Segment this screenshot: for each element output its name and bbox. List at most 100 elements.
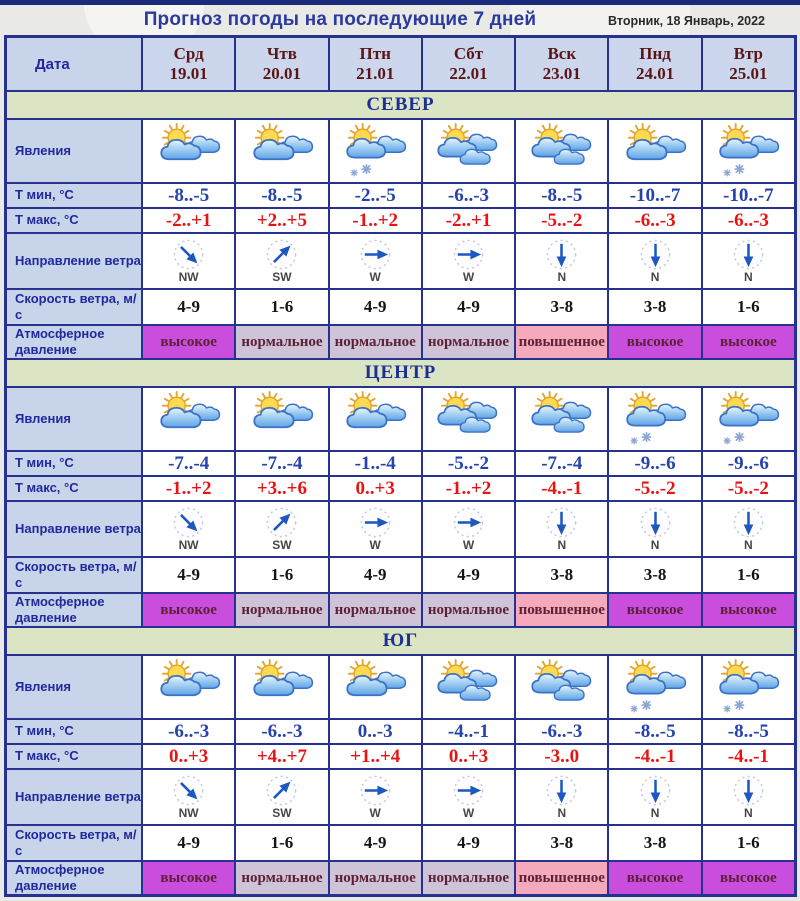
tmax-cell: 0..+3 xyxy=(143,745,235,768)
sun-clouds-icon xyxy=(253,391,314,429)
top-border-bar xyxy=(0,0,800,5)
wind-compass-icon xyxy=(267,239,297,270)
phenomena-cell xyxy=(236,656,328,718)
tmin-cell: -10..-7 xyxy=(609,184,701,207)
phenomena-cell xyxy=(516,120,608,182)
phenomena-cell xyxy=(516,656,608,718)
wind-direction-row-label: Направление ветра xyxy=(7,770,141,824)
tmax-cell: -4..-1 xyxy=(516,477,608,500)
tmin-cell: -6..-3 xyxy=(516,720,608,743)
phenomena-cell xyxy=(143,388,235,450)
sun-clouds-icon xyxy=(160,391,220,429)
wind-direction-cell: N xyxy=(702,502,794,556)
wind-speed-cell: 1-6 xyxy=(702,826,794,860)
sun-clouds-icon xyxy=(253,659,314,697)
wind-direction-cell: W xyxy=(329,234,421,288)
phenomena-row-label: Явления xyxy=(7,120,141,182)
current-date-label: Вторник, 18 Январь, 2022 xyxy=(608,14,765,28)
tmax-cell: -5..-2 xyxy=(516,209,608,232)
tmin-cell: -6..-3 xyxy=(236,720,328,743)
tmax-cell: -5..-2 xyxy=(702,477,794,500)
pressure-cell: высокое xyxy=(143,594,235,626)
sun-clouds-snow-icon xyxy=(719,391,780,445)
wind-compass-icon xyxy=(453,239,484,270)
wind-compass-icon xyxy=(360,775,391,806)
phenomena-cell xyxy=(422,388,515,450)
pressure-cell: нормальное xyxy=(236,594,328,626)
wind-compass-icon xyxy=(546,239,577,270)
sun-overcast-icon xyxy=(437,659,498,701)
wind-compass-icon xyxy=(173,239,204,270)
tmax-cell: -2..+1 xyxy=(143,209,235,232)
tmax-cell: -4..-1 xyxy=(609,745,701,768)
wind-direction-cell: W xyxy=(422,770,515,824)
phenomena-row-label: Явления xyxy=(7,388,141,450)
wind-direction-cell: NW xyxy=(143,234,235,288)
phenomena-cell xyxy=(702,388,794,450)
wind-speed-cell: 1-6 xyxy=(236,290,328,324)
wind-speed-cell: 4-9 xyxy=(422,290,515,324)
wind-speed-cell: 4-9 xyxy=(422,826,515,860)
tmin-cell: -9..-6 xyxy=(702,452,794,475)
wind-speed-cell: 4-9 xyxy=(329,826,421,860)
tmax-cell: -6..-3 xyxy=(609,209,701,232)
sun-clouds-icon xyxy=(346,391,407,429)
day-header: Срд 19.01 xyxy=(143,38,235,90)
pressure-cell: нормальное xyxy=(236,862,328,894)
wind-speed-cell: 1-6 xyxy=(702,558,794,592)
wind-direction-cell: NW xyxy=(143,502,235,556)
pressure-cell: высокое xyxy=(702,594,794,626)
section-header-south: ЮГ xyxy=(7,628,794,654)
wind-compass-icon xyxy=(640,775,670,806)
tmax-cell: -2..+1 xyxy=(422,209,515,232)
wind-speed-row-label: Скорость ветра, м/с xyxy=(7,558,141,592)
wind-speed-cell: 1-6 xyxy=(236,826,328,860)
phenomena-cell xyxy=(422,656,515,718)
wind-compass-icon xyxy=(267,507,297,538)
pressure-cell: высокое xyxy=(143,862,235,894)
sun-clouds-snow-icon xyxy=(346,123,407,177)
tmax-cell: +1..+4 xyxy=(329,745,421,768)
day-header: Сбт 22.01 xyxy=(422,38,515,90)
wind-speed-cell: 1-6 xyxy=(702,290,794,324)
tmin-row-label: Т мин, °С xyxy=(7,184,141,207)
section-header-center: ЦЕНТР xyxy=(7,360,794,386)
wind-compass-icon xyxy=(453,507,484,538)
wind-speed-cell: 4-9 xyxy=(143,290,235,324)
phenomena-cell xyxy=(609,120,701,182)
phenomena-cell xyxy=(609,656,701,718)
sun-overcast-icon xyxy=(531,123,592,165)
day-header: Птн 21.01 xyxy=(329,38,421,90)
tmax-cell: -6..-3 xyxy=(702,209,794,232)
wind-direction-cell: N xyxy=(702,234,794,288)
tmax-row-label: Т макс, °С xyxy=(7,477,141,500)
tmin-cell: -2..-5 xyxy=(329,184,421,207)
sun-clouds-snow-icon xyxy=(626,659,687,713)
pressure-cell: высокое xyxy=(609,862,701,894)
wind-direction-cell: N xyxy=(609,770,701,824)
phenomena-cell xyxy=(329,120,421,182)
phenomena-cell xyxy=(143,120,235,182)
sun-clouds-snow-icon xyxy=(626,391,687,445)
wind-compass-icon xyxy=(360,507,391,538)
tmin-row-label: Т мин, °С xyxy=(7,720,141,743)
phenomena-cell xyxy=(422,120,515,182)
pressure-row-label: Атмосферное давление xyxy=(7,594,141,626)
pressure-cell: нормальное xyxy=(329,326,421,358)
tmax-cell: +4..+7 xyxy=(236,745,328,768)
phenomena-row-label: Явления xyxy=(7,656,141,718)
sun-clouds-icon xyxy=(346,659,407,697)
sun-overcast-icon xyxy=(437,123,498,165)
tmax-cell: -1..+2 xyxy=(329,209,421,232)
wind-speed-cell: 3-8 xyxy=(609,826,701,860)
wind-compass-icon xyxy=(453,775,484,806)
wind-speed-cell: 3-8 xyxy=(516,558,608,592)
tmax-cell: +2..+5 xyxy=(236,209,328,232)
pressure-row-label: Атмосферное давление xyxy=(7,862,141,894)
tmin-cell: -7..-4 xyxy=(236,452,328,475)
wind-speed-cell: 4-9 xyxy=(422,558,515,592)
pressure-cell: высокое xyxy=(609,594,701,626)
tmin-cell: -8..-5 xyxy=(516,184,608,207)
phenomena-cell xyxy=(702,120,794,182)
